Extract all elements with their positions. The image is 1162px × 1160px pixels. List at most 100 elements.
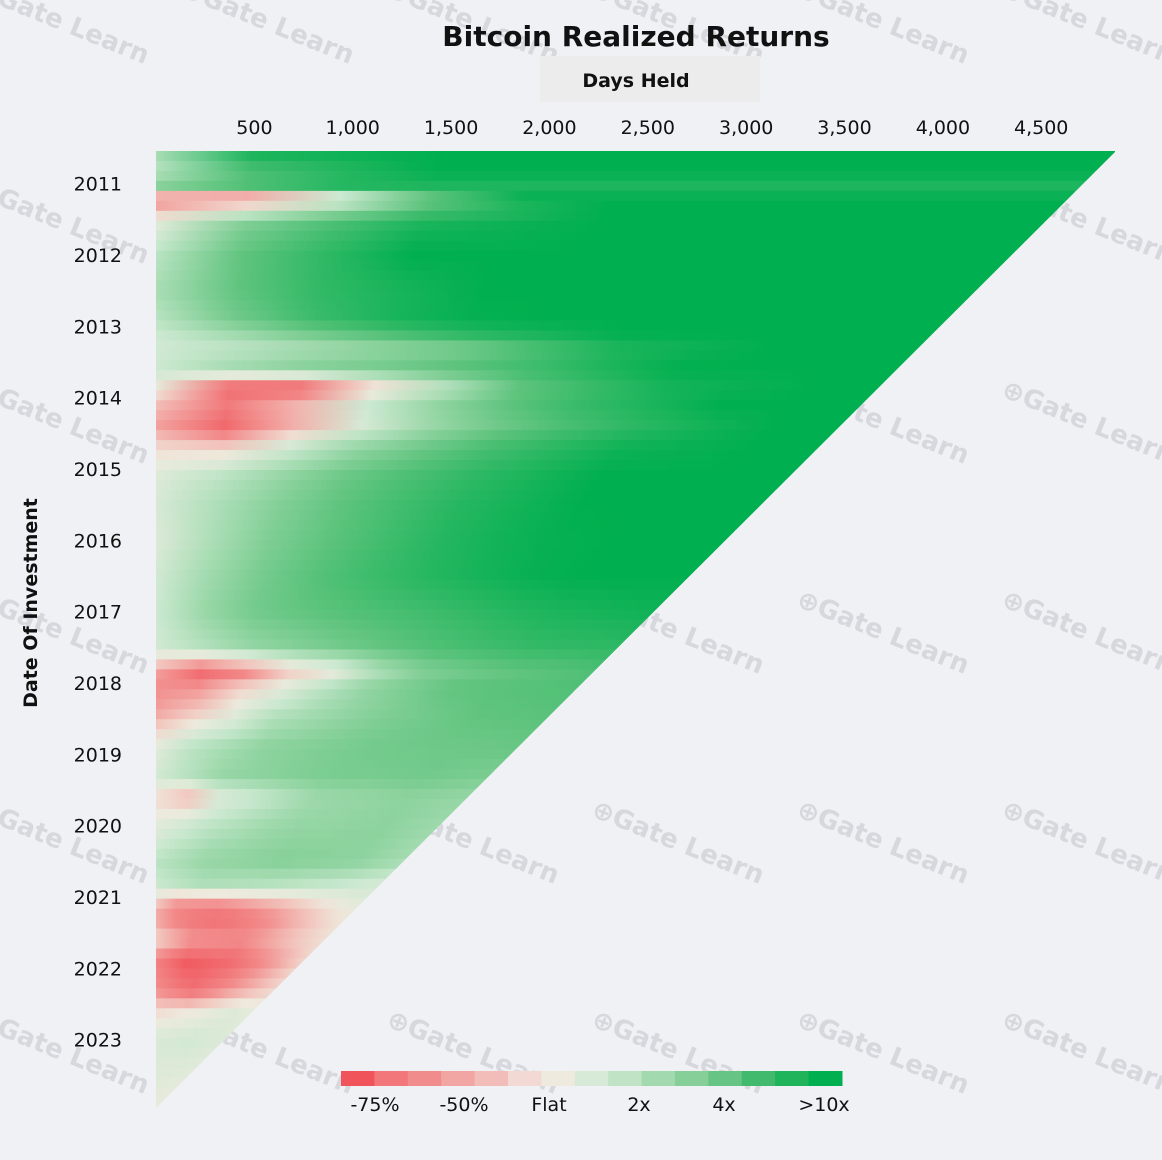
heatmap-row xyxy=(156,998,265,1009)
y-tick-label: 2016 xyxy=(74,530,122,552)
watermark-text: ⊕Gate Learn xyxy=(588,794,769,890)
legend-swatch xyxy=(341,1071,375,1086)
heatmap-row xyxy=(156,410,855,421)
x-tick-label: 4,000 xyxy=(916,117,970,139)
legend-swatch xyxy=(541,1071,576,1086)
heatmap-row xyxy=(156,779,485,790)
heatmap-row xyxy=(156,330,935,342)
watermark-text: ⊕Gate Learn xyxy=(793,794,974,890)
heatmap-row xyxy=(156,679,585,690)
y-tick-label: 2014 xyxy=(74,388,122,410)
legend-label: Flat xyxy=(531,1094,566,1116)
heatmap-row xyxy=(156,559,705,571)
heatmap-row xyxy=(156,499,765,511)
heatmap-row xyxy=(156,310,955,322)
heatmap-row xyxy=(156,838,425,850)
heatmap-row xyxy=(156,320,945,332)
legend-label: 2x xyxy=(627,1094,650,1116)
heatmap-row xyxy=(156,170,1095,182)
heatmap-row xyxy=(156,529,735,541)
heatmap-row xyxy=(156,549,715,561)
legend-swatch xyxy=(641,1071,676,1086)
x-tick-label: 2,000 xyxy=(522,117,576,139)
x-tick-label: 2,500 xyxy=(621,117,675,139)
color-legend: -75% -50% Flat 2x 4x >10x xyxy=(341,1071,850,1116)
heatmap-row xyxy=(156,450,815,461)
x-tick-label: 500 xyxy=(236,117,272,139)
heatmap-row xyxy=(156,240,1025,252)
heatmap-row xyxy=(156,669,595,680)
heatmap-row xyxy=(156,988,275,999)
legend-swatch xyxy=(407,1071,442,1086)
heatmap-row xyxy=(156,220,1045,232)
heatmap-row xyxy=(156,828,435,840)
heatmap-row xyxy=(156,639,625,651)
x-tick-label: 3,000 xyxy=(719,117,773,139)
heatmap-row xyxy=(156,1088,175,1099)
watermark-text: ⊕Gate Learn xyxy=(0,794,153,890)
heatmap-row xyxy=(156,230,1035,242)
x-tick-label: 3,500 xyxy=(817,117,871,139)
legend-swatch xyxy=(775,1071,810,1086)
y-tick-label: 2018 xyxy=(74,673,122,695)
heatmap-row xyxy=(156,1048,215,1059)
heatmap-row xyxy=(156,539,725,551)
heatmap-row xyxy=(156,260,1005,272)
legend-label: >10x xyxy=(798,1094,849,1116)
y-tick-label: 2017 xyxy=(74,602,122,624)
chart-title: Bitcoin Realized Returns xyxy=(442,20,829,53)
heatmap-row xyxy=(156,659,605,670)
heatmap-row xyxy=(156,769,495,780)
heatmap-row xyxy=(156,1078,185,1089)
heatmap-row xyxy=(156,1058,205,1069)
heatmap-row xyxy=(156,898,365,910)
legend-swatch xyxy=(741,1071,776,1086)
heatmap-row xyxy=(156,160,1105,172)
legend-swatch xyxy=(441,1071,476,1086)
heatmap-row xyxy=(156,390,875,401)
heatmap-row xyxy=(156,370,895,381)
heatmap-row xyxy=(156,749,515,760)
heatmap-row xyxy=(156,250,1015,262)
legend-swatch xyxy=(574,1071,609,1086)
heatmap-row xyxy=(156,360,905,371)
xlabel-background xyxy=(540,56,760,102)
y-axis-label: Date Of Investment xyxy=(20,498,42,708)
heatmap-row xyxy=(156,300,965,312)
heatmap-row xyxy=(156,180,1085,192)
watermark-text: ⊕Gate Learn xyxy=(998,0,1162,71)
heatmap-row xyxy=(156,430,835,441)
y-tick-label: 2012 xyxy=(74,245,122,267)
heatmap-row xyxy=(156,978,285,989)
legend-swatch xyxy=(508,1071,542,1086)
heatmap-row xyxy=(156,689,575,700)
y-tick-label: 2020 xyxy=(74,816,122,838)
heatmap-row xyxy=(156,151,1115,162)
watermark-text: ⊕Gate Learn xyxy=(0,1004,153,1100)
heatmap-row xyxy=(156,968,295,980)
watermark-text: ⊕Gate Learn xyxy=(383,1004,564,1100)
heatmap-row xyxy=(156,1008,255,1019)
heatmap-row xyxy=(156,888,375,900)
watermark-text: ⊕Gate Learn xyxy=(588,1004,769,1100)
heatmap-row xyxy=(156,808,455,820)
heatmap-row xyxy=(156,759,505,770)
heatmap-row xyxy=(156,350,915,361)
watermark-text: ⊕Gate Learn xyxy=(793,584,974,680)
heatmap-row xyxy=(156,489,775,501)
heatmap-row xyxy=(156,798,465,810)
legend-swatch xyxy=(474,1071,509,1086)
heatmap-row xyxy=(156,948,315,960)
heatmap-row xyxy=(156,699,565,710)
legend-swatch xyxy=(374,1071,409,1086)
x-tick-label: 1,000 xyxy=(325,117,379,139)
heatmap-row xyxy=(156,280,985,292)
heatmap-row xyxy=(156,579,685,591)
watermark-text: ⊕Gate Learn xyxy=(998,1004,1162,1100)
heatmap-row xyxy=(156,848,415,860)
heatmap-row xyxy=(156,878,385,890)
x-tick-label: 1,500 xyxy=(424,117,478,139)
legend-swatch xyxy=(708,1071,743,1086)
heatmap-row xyxy=(156,1098,165,1108)
